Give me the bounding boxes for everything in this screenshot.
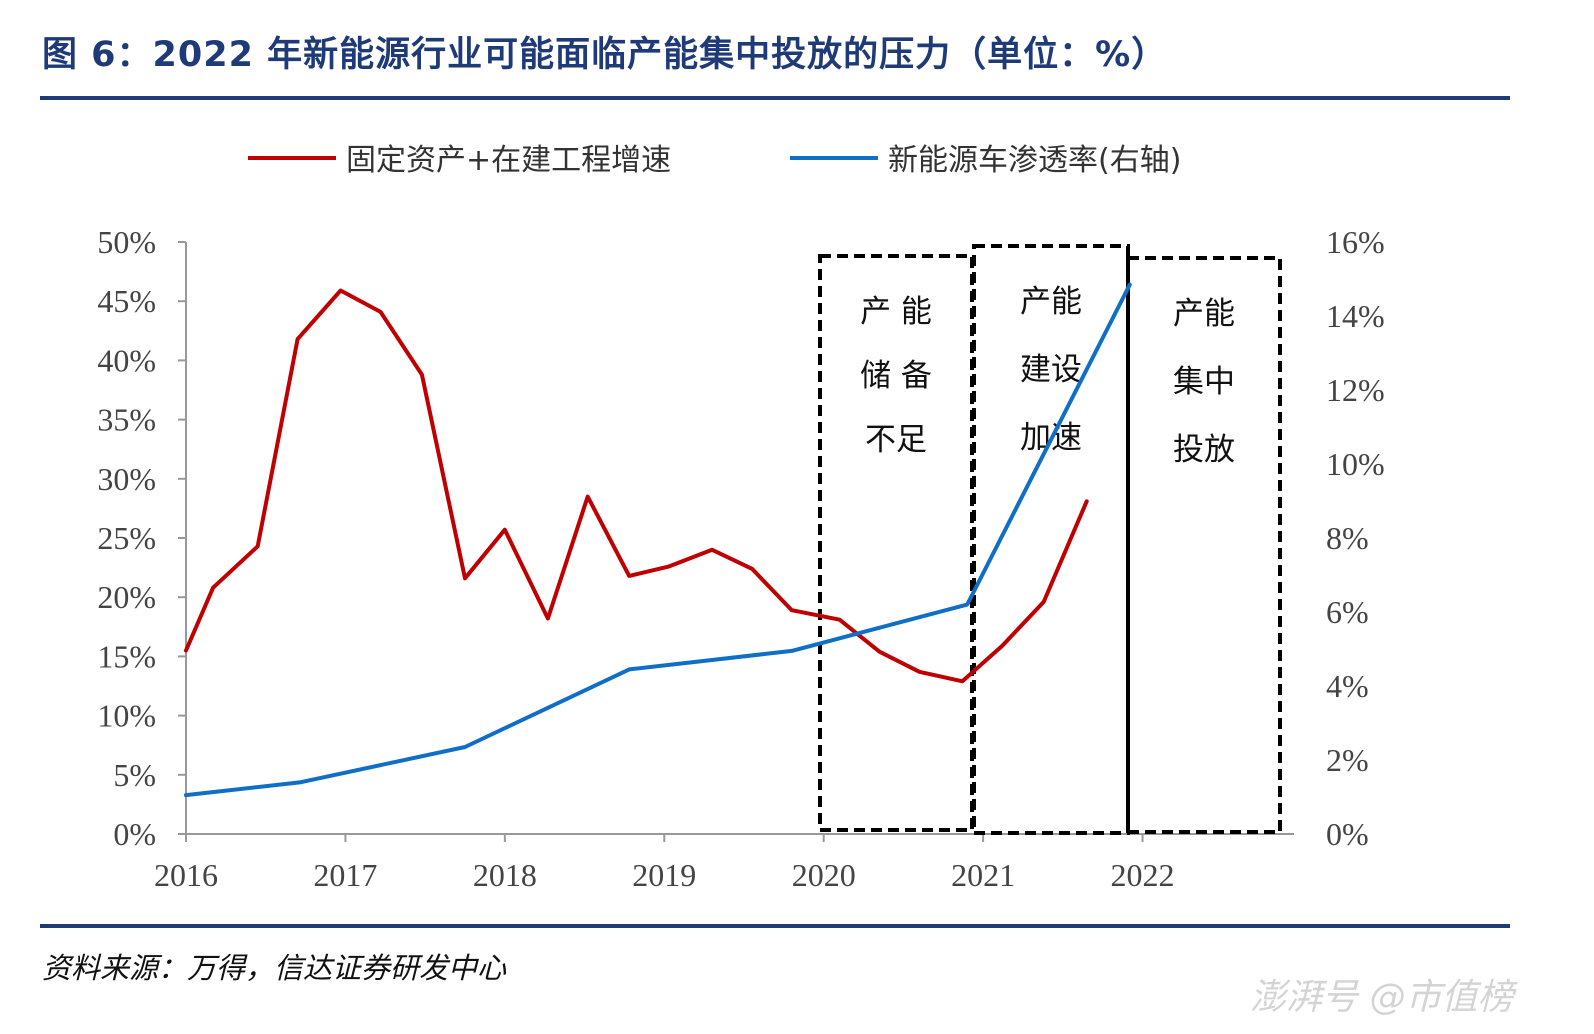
data-point-fixed-assets	[790, 608, 794, 612]
y-left-tick-label: 45%	[97, 283, 156, 319]
data-point-fixed-assets	[960, 679, 964, 683]
series-lines	[184, 282, 1132, 798]
annotation-box	[1126, 256, 1282, 834]
y-left-tick-label: 30%	[97, 461, 156, 497]
data-point-nev-penetration	[790, 649, 794, 653]
y-right-tick-label: 16%	[1326, 224, 1385, 260]
data-point-nev-penetration	[965, 603, 969, 607]
series-line-nev-penetration	[184, 282, 1132, 798]
annotation-text: 产 能	[860, 294, 932, 330]
annotation-text: 产能	[1173, 296, 1235, 332]
data-point-fixed-assets	[627, 574, 631, 578]
x-tick-label: 2016	[154, 857, 218, 893]
data-point-nev-penetration	[627, 667, 631, 671]
annotation-text: 储 备	[860, 358, 932, 394]
annotation-text: 集中	[1173, 364, 1235, 400]
x-tick-label: 2019	[632, 857, 696, 893]
annotation-box	[972, 244, 1130, 835]
x-tick-label: 2017	[313, 857, 377, 893]
y-left-tick-label: 40%	[97, 342, 156, 378]
annotation-box	[818, 254, 974, 832]
data-point-fixed-assets	[1042, 600, 1046, 604]
legend: 固定资产+在建工程增速 新能源车渗透率(右轴)	[248, 143, 1181, 178]
data-point-fixed-assets	[211, 586, 215, 590]
data-point-nev-penetration	[184, 793, 188, 797]
series-line-fixed-assets	[184, 288, 1089, 684]
figure-title: 图 6：2022 年新能源行业可能面临产能集中投放的压力（单位：%）	[42, 35, 1168, 75]
y-left-tick-label: 20%	[97, 579, 156, 615]
data-point-fixed-assets	[379, 310, 382, 314]
y-right-tick-label: 10%	[1326, 446, 1385, 482]
data-point-fixed-assets	[710, 548, 714, 552]
y-left-tick-label: 50%	[97, 224, 156, 260]
data-point-fixed-assets	[1085, 499, 1089, 503]
annotation-text: 建设	[1020, 352, 1082, 388]
data-point-nev-penetration	[299, 780, 303, 784]
data-point-fixed-assets	[296, 337, 300, 341]
x-tick-label: 2018	[473, 857, 537, 893]
data-point-nev-penetration	[463, 745, 467, 749]
annotation-text: 不足	[865, 422, 927, 458]
x-tick-label: 2020	[792, 857, 856, 893]
data-point-fixed-assets	[838, 618, 842, 622]
data-point-fixed-assets	[1000, 644, 1004, 648]
data-point-fixed-assets	[420, 373, 424, 377]
data-point-fixed-assets	[878, 650, 881, 654]
data-point-fixed-assets	[463, 576, 467, 580]
data-point-fixed-assets	[586, 495, 590, 499]
y-left-tick-label: 10%	[97, 698, 156, 734]
y-right-tick-label: 0%	[1326, 816, 1369, 852]
data-point-fixed-assets	[667, 564, 671, 568]
y-right-tick-label: 14%	[1326, 298, 1385, 334]
data-point-fixed-assets	[503, 528, 507, 532]
source-note: 资料来源：万得，信达证券研发中心	[42, 951, 507, 985]
data-point-fixed-assets	[339, 289, 343, 292]
y-left-tick-label: 35%	[97, 402, 156, 438]
data-point-fixed-assets	[184, 649, 188, 652]
data-point-fixed-assets	[750, 567, 754, 571]
y-right-tick-label: 8%	[1326, 520, 1369, 556]
y-right-tick-label: 4%	[1326, 668, 1369, 704]
y-right-tick-label: 6%	[1326, 594, 1369, 630]
axes: 0% 5% 10% 15% 20% 25% 30% 35% 40% 45% 50% 0% 2% 4% 6% 8…	[97, 224, 1384, 893]
x-tick-label: 2022	[1111, 857, 1175, 893]
legend-label-fixed-assets: 固定资产+在建工程增速	[346, 143, 671, 178]
data-point-fixed-assets	[256, 544, 260, 548]
data-point-fixed-assets	[546, 617, 550, 620]
y-left-tick-label: 0%	[113, 816, 156, 852]
top-rule	[40, 96, 1510, 100]
data-point-nev-penetration	[1128, 283, 1132, 287]
legend-label-nev-penetration: 新能源车渗透率(右轴)	[888, 143, 1181, 178]
y-right-tick-label: 12%	[1326, 372, 1385, 408]
y-left-tick-label: 15%	[97, 638, 156, 674]
y-left-tick-label: 5%	[113, 757, 156, 793]
annotation-text: 投放	[1173, 432, 1235, 468]
annotation-text: 产能	[1020, 284, 1082, 320]
bottom-rule	[40, 924, 1510, 928]
y-right-tick-label: 2%	[1326, 742, 1369, 778]
y-left-tick-label: 25%	[97, 520, 156, 556]
x-tick-label: 2021	[951, 857, 1015, 893]
data-point-fixed-assets	[917, 670, 921, 674]
watermark: 澎湃号 @市值榜	[1250, 977, 1514, 1018]
